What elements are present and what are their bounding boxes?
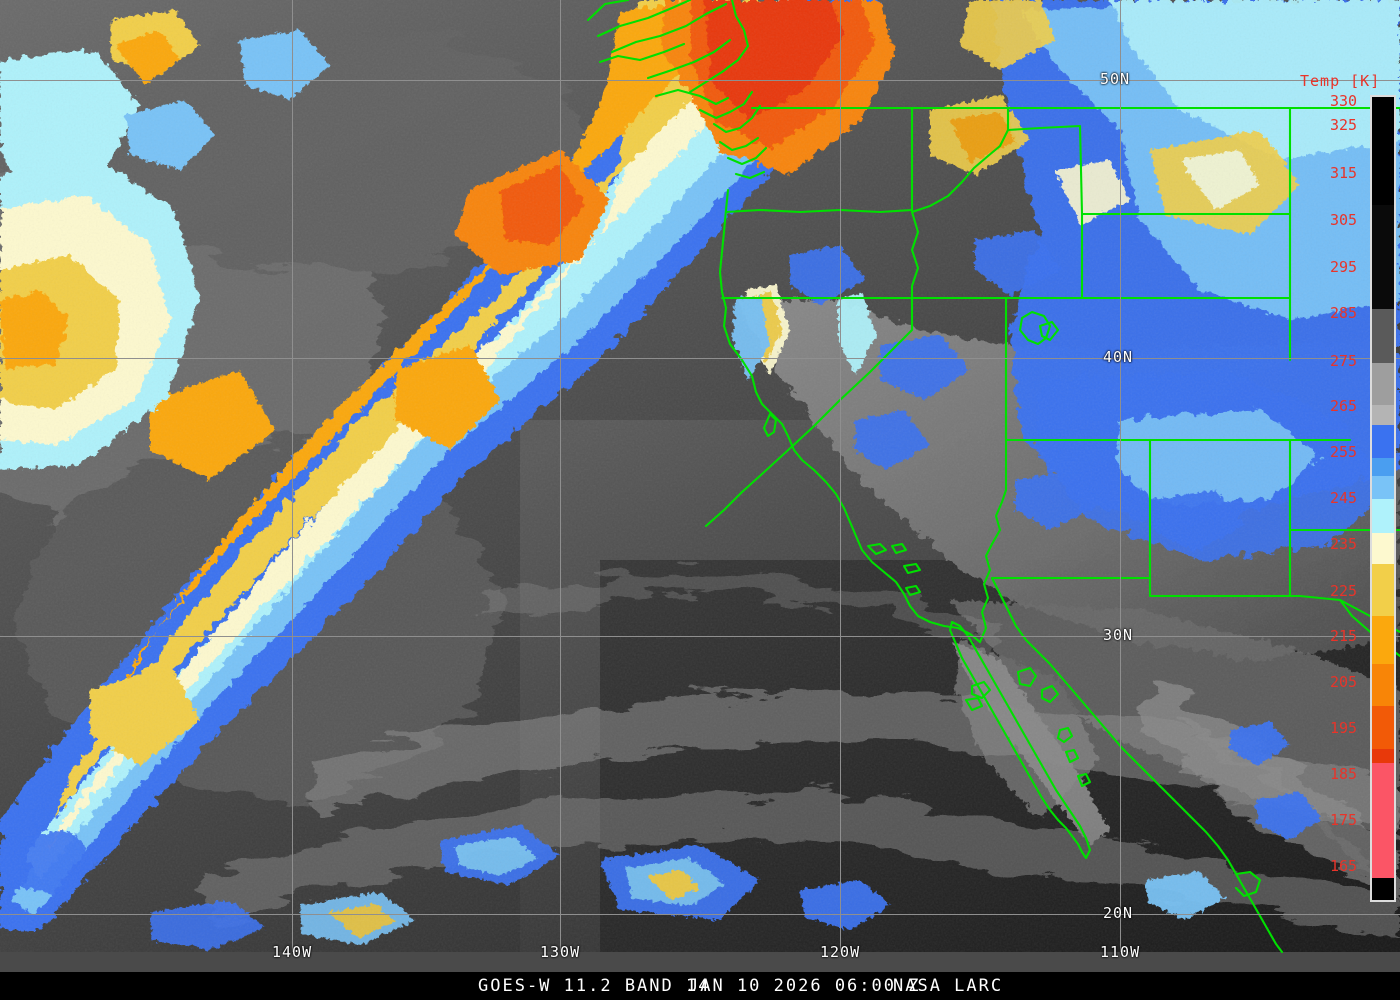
- colorbar-title: Temp [K]: [1300, 72, 1381, 90]
- cbar-tick-205: 205: [1330, 673, 1358, 691]
- cbar-tick-225: 225: [1330, 582, 1358, 600]
- cbar-tick-165: 165: [1330, 857, 1358, 875]
- longitude-label-110w: 110W: [1100, 943, 1141, 961]
- cbar-tick-265: 265: [1330, 397, 1358, 415]
- colorbar-segment-under-range-black: [1372, 881, 1394, 900]
- map-boundaries-overlay: [586, 0, 1400, 954]
- caption-source: NASA LARC: [893, 976, 1004, 996]
- colorbar-segment-orange: [1372, 663, 1394, 707]
- latitude-label-40n: 40N: [1103, 348, 1134, 366]
- latitude-label-20n: 20N: [1103, 904, 1134, 922]
- cbar-tick-305: 305: [1330, 211, 1358, 229]
- longitude-label-120w: 120W: [820, 943, 861, 961]
- cbar-tick-245: 245: [1330, 489, 1358, 507]
- colorbar-segment-over-range-black: [1372, 97, 1394, 205]
- longitude-label-140w: 140W: [272, 943, 313, 961]
- cbar-tick-175: 175: [1330, 811, 1358, 829]
- caption-product: GOES-W 11.2 BAND 14: [478, 976, 711, 996]
- latitude-label-30n: 30N: [1103, 626, 1134, 644]
- colorbar-segment-gray-ramp-light: [1372, 362, 1394, 406]
- cbar-tick-275: 275: [1330, 352, 1358, 370]
- temperature-colorbar[interactable]: [1370, 95, 1396, 902]
- cbar-tick-295: 295: [1330, 258, 1358, 276]
- colorbar-segment-cyan: [1372, 498, 1394, 533]
- cbar-tick-255: 255: [1330, 443, 1358, 461]
- image-caption-bar: GOES-W 11.2 BAND 14 JAN 10 2026 06:00 Z …: [0, 972, 1400, 1000]
- colorbar-segment-amber: [1372, 615, 1394, 664]
- cbar-tick-325: 325: [1330, 116, 1358, 134]
- colorbar-segment-light-blue: [1372, 475, 1394, 499]
- cbar-tick-315: 315: [1330, 164, 1358, 182]
- cbar-tick-330: 330: [1330, 92, 1358, 110]
- cbar-tick-285: 285: [1330, 304, 1358, 322]
- colorbar-segment-medium-blue: [1372, 458, 1394, 476]
- cbar-tick-195: 195: [1330, 719, 1358, 737]
- latitude-label-50n: 50N: [1100, 70, 1131, 88]
- colorbar-segment-cream: [1372, 532, 1394, 565]
- colorbar-segment-yellow: [1372, 564, 1394, 616]
- colorbar-segment-red-orange: [1372, 748, 1394, 763]
- cbar-tick-185: 185: [1330, 765, 1358, 783]
- colorbar-segment-gray-ramp-top: [1372, 405, 1394, 425]
- colorbar-segment-gray-ramp-mid: [1372, 309, 1394, 363]
- caption-timestamp: JAN 10 2026 06:00 Z: [688, 976, 921, 996]
- cbar-tick-235: 235: [1330, 535, 1358, 553]
- colorbar-segment-blue: [1372, 424, 1394, 459]
- longitude-label-130w: 130W: [540, 943, 581, 961]
- colorbar-segment-gray-ramp-dark: [1372, 205, 1394, 310]
- cbar-tick-215: 215: [1330, 627, 1358, 645]
- colorbar-segment-dark-orange: [1372, 706, 1394, 749]
- colorbar-segment-pink-red: [1372, 762, 1394, 878]
